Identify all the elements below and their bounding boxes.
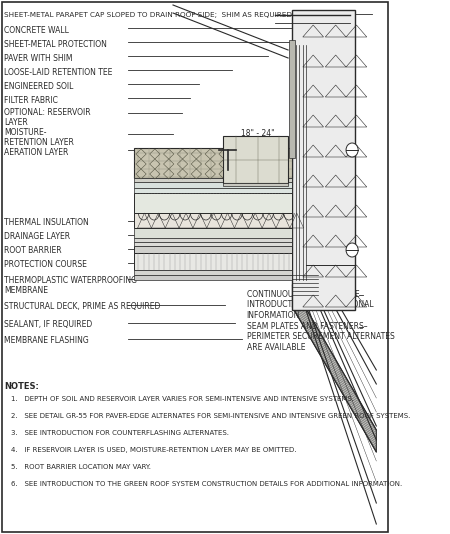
Text: 1.   DEPTH OF SOIL AND RESERVOIR LAYER VARIES FOR SEMI-INTENSIVE AND INTENSIVE S: 1. DEPTH OF SOIL AND RESERVOIR LAYER VAR… bbox=[11, 396, 354, 402]
Polygon shape bbox=[134, 270, 292, 275]
Polygon shape bbox=[134, 213, 292, 228]
Polygon shape bbox=[134, 182, 292, 188]
Polygon shape bbox=[134, 238, 292, 242]
Text: SEALANT, IF REQUIRED: SEALANT, IF REQUIRED bbox=[4, 320, 93, 329]
Polygon shape bbox=[289, 40, 295, 158]
Text: CONTINUOUS CLEAT–SEE THE
INTRODUCTION FOR ADDITIONAL
INFORMATION: CONTINUOUS CLEAT–SEE THE INTRODUCTION FO… bbox=[247, 290, 373, 320]
Text: OPTIONAL: RESERVOIR
LAYER: OPTIONAL: RESERVOIR LAYER bbox=[4, 108, 91, 128]
Text: 3.   SEE INTRODUCTION FOR COUNTERFLASHING ALTERNATES.: 3. SEE INTRODUCTION FOR COUNTERFLASHING … bbox=[11, 430, 229, 436]
Polygon shape bbox=[134, 178, 292, 182]
Polygon shape bbox=[134, 228, 292, 238]
Text: DRAINAGE LAYER: DRAINAGE LAYER bbox=[4, 232, 71, 241]
Text: FILTER FABRIC: FILTER FABRIC bbox=[4, 96, 58, 105]
Polygon shape bbox=[134, 242, 292, 246]
Polygon shape bbox=[292, 10, 355, 310]
Text: MOISTURE-
RETENTION LAYER: MOISTURE- RETENTION LAYER bbox=[4, 128, 74, 147]
Polygon shape bbox=[134, 148, 292, 178]
Circle shape bbox=[346, 143, 358, 157]
Text: NOTES:: NOTES: bbox=[4, 382, 39, 391]
Text: PROTECTION COURSE: PROTECTION COURSE bbox=[4, 260, 87, 269]
Text: SHEET-METAL PARAPET CAP SLOPED TO DRAIN ROOF SIDE;  SHIM AS REQUIRED: SHEET-METAL PARAPET CAP SLOPED TO DRAIN … bbox=[4, 12, 292, 18]
Polygon shape bbox=[134, 188, 292, 193]
Circle shape bbox=[346, 243, 358, 257]
Text: 18" - 24": 18" - 24" bbox=[241, 129, 274, 138]
Polygon shape bbox=[223, 183, 288, 186]
Text: THERMAL INSULATION: THERMAL INSULATION bbox=[4, 218, 89, 227]
Text: ENGINEERED SOIL: ENGINEERED SOIL bbox=[4, 82, 74, 91]
Text: THERMOPLASTIC WATERPROOFING
MEMBRANE: THERMOPLASTIC WATERPROOFING MEMBRANE bbox=[4, 276, 137, 295]
Polygon shape bbox=[134, 246, 292, 253]
Text: 4.   IF RESERVOIR LAYER IS USED, MOISTURE-RETENTION LAYER MAY BE OMITTED.: 4. IF RESERVOIR LAYER IS USED, MOISTURE-… bbox=[11, 447, 297, 453]
Text: 5.   ROOT BARRIER LOCATION MAY VARY.: 5. ROOT BARRIER LOCATION MAY VARY. bbox=[11, 464, 151, 470]
Text: ROOT BARRIER: ROOT BARRIER bbox=[4, 246, 62, 255]
Text: SHEET-METAL PROTECTION: SHEET-METAL PROTECTION bbox=[4, 40, 107, 49]
Text: STRUCTURAL DECK, PRIME AS REQUIRED: STRUCTURAL DECK, PRIME AS REQUIRED bbox=[4, 302, 161, 311]
Polygon shape bbox=[134, 253, 292, 270]
Polygon shape bbox=[223, 136, 288, 183]
Text: PAVER WITH SHIM: PAVER WITH SHIM bbox=[4, 54, 73, 63]
Polygon shape bbox=[134, 193, 292, 213]
Text: MEMBRANE FLASHING: MEMBRANE FLASHING bbox=[4, 336, 89, 345]
Polygon shape bbox=[134, 275, 292, 280]
Text: 2.   SEE DETAIL GR-55 FOR PAVER-EDGE ALTERNATES FOR SEMI-INTENSIVE AND INTENSIVE: 2. SEE DETAIL GR-55 FOR PAVER-EDGE ALTER… bbox=[11, 413, 410, 419]
Polygon shape bbox=[292, 285, 376, 452]
Text: 6.   SEE INTRODUCTION TO THE GREEN ROOF SYSTEM CONSTRUCTION DETAILS FOR ADDITION: 6. SEE INTRODUCTION TO THE GREEN ROOF SY… bbox=[11, 481, 402, 487]
Text: LOOSE-LAID RETENTION TEE: LOOSE-LAID RETENTION TEE bbox=[4, 68, 112, 77]
Text: CONCRETE WALL: CONCRETE WALL bbox=[4, 26, 69, 35]
Text: AERATION LAYER: AERATION LAYER bbox=[4, 148, 69, 157]
Text: SEAM PLATES AND FASTENERS–
PERIMETER SECUREMENT ALTERNATES
ARE AVAILABLE: SEAM PLATES AND FASTENERS– PERIMETER SEC… bbox=[247, 322, 394, 352]
